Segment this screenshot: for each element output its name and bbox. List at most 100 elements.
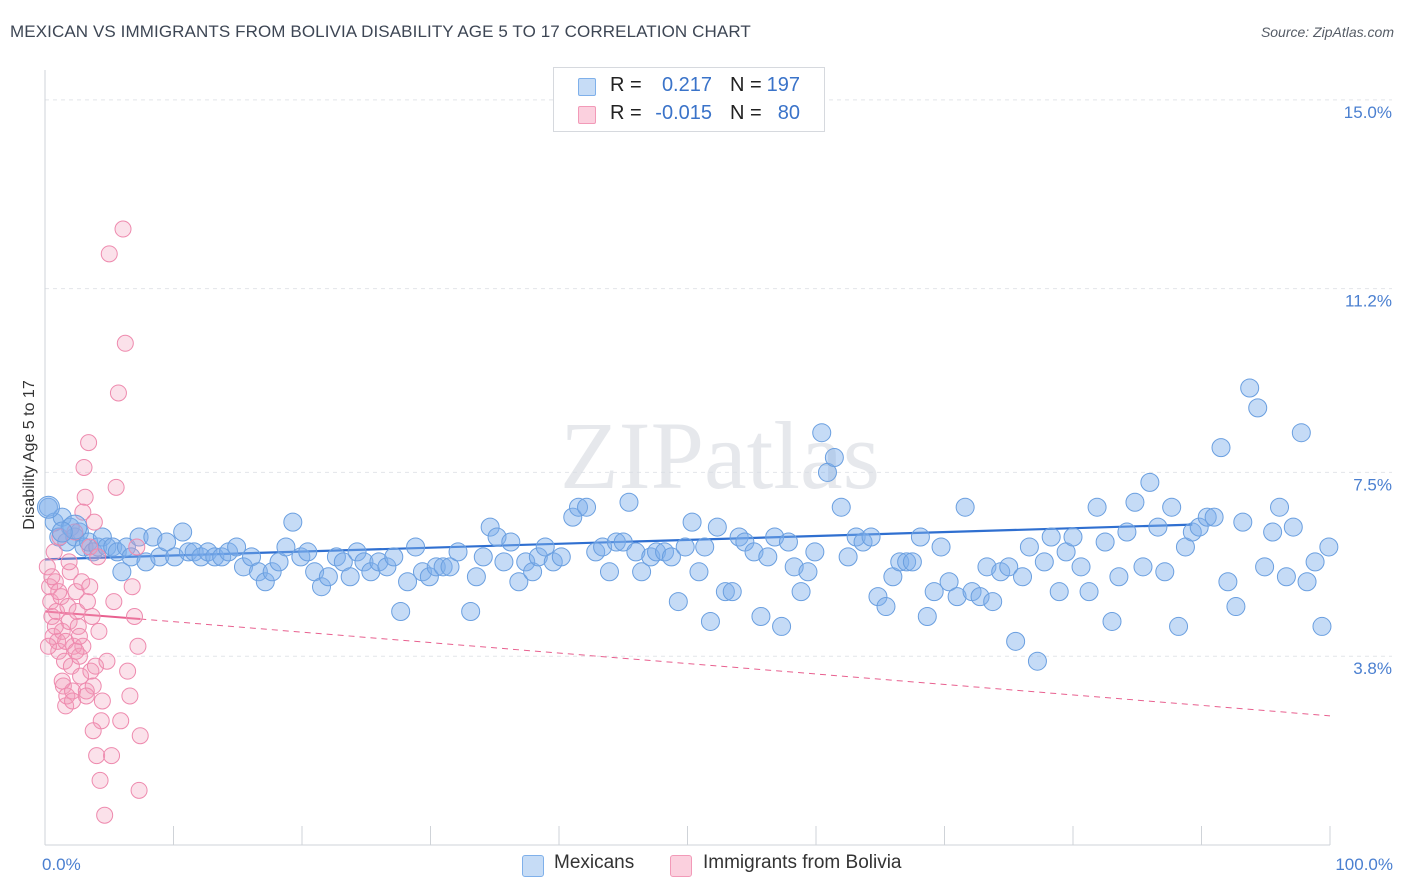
mexican-point bbox=[805, 542, 825, 562]
legend-label-bolivia: Immigrants from Bolivia bbox=[703, 852, 902, 873]
bolivia-point bbox=[75, 458, 93, 476]
mexican-point bbox=[647, 542, 667, 562]
mexican-point bbox=[1204, 507, 1224, 527]
bolivia-point bbox=[130, 781, 148, 799]
mexican-point bbox=[38, 497, 58, 517]
mexican-point bbox=[480, 517, 500, 537]
mexican-point bbox=[116, 537, 136, 557]
mexican-point bbox=[312, 577, 332, 597]
bolivia-point bbox=[131, 727, 149, 745]
mexican-point bbox=[523, 562, 543, 582]
mexican-point bbox=[173, 522, 193, 542]
mexican-point bbox=[129, 527, 149, 547]
bolivia-point bbox=[70, 627, 88, 645]
bolivia-point bbox=[73, 573, 91, 591]
bolivia-point bbox=[80, 434, 98, 452]
bolivia-point bbox=[103, 747, 121, 765]
bolivia-point bbox=[50, 583, 68, 601]
mexican-point bbox=[613, 532, 633, 552]
mexican-point bbox=[1197, 507, 1217, 527]
mexican-point bbox=[897, 552, 917, 572]
mexican-point bbox=[461, 602, 481, 622]
mexican-point bbox=[1133, 557, 1153, 577]
mexican-point bbox=[1189, 517, 1209, 537]
bolivia-point bbox=[112, 712, 130, 730]
bolivia-point bbox=[100, 245, 118, 263]
mexican-point bbox=[1297, 572, 1317, 592]
mexican-point bbox=[902, 552, 922, 572]
bolivia-point bbox=[77, 687, 95, 705]
bolivia-point bbox=[119, 662, 137, 680]
bolivia-trend-line bbox=[44, 610, 141, 620]
mexican-point bbox=[384, 547, 404, 567]
mexican-point bbox=[1226, 597, 1246, 617]
mexican-point bbox=[494, 552, 514, 572]
mexican-point bbox=[509, 572, 529, 592]
mexican-point bbox=[689, 562, 709, 582]
mexican-point bbox=[700, 611, 720, 631]
mexican-point bbox=[551, 547, 571, 567]
mexican-trend-line bbox=[44, 523, 1193, 561]
mexican-point bbox=[577, 497, 597, 517]
mexican-point bbox=[233, 557, 253, 577]
mexican-point bbox=[1211, 438, 1231, 458]
mexican-point bbox=[1148, 517, 1168, 537]
mexican-point bbox=[632, 562, 652, 582]
mexican-point bbox=[1071, 557, 1091, 577]
mexican-point bbox=[528, 547, 548, 567]
bolivia-point bbox=[93, 692, 111, 710]
bolivia-point bbox=[78, 593, 96, 611]
legend-r-label: R = bbox=[610, 102, 642, 124]
mexican-point bbox=[1049, 582, 1069, 602]
watermark: ZIPatlas bbox=[560, 402, 880, 509]
mexican-point bbox=[1019, 537, 1039, 557]
mexican-point bbox=[1233, 512, 1253, 532]
bolivia-point bbox=[38, 558, 56, 576]
mexican-point bbox=[955, 497, 975, 517]
mexican-point bbox=[1248, 398, 1268, 418]
mexican-point bbox=[1027, 651, 1047, 671]
legend-swatch-blue bbox=[522, 855, 544, 877]
bolivia-point bbox=[46, 617, 64, 635]
mexican-point bbox=[1063, 527, 1083, 547]
bolivia-point bbox=[85, 513, 103, 531]
y-tick-label: 3.8% bbox=[1353, 659, 1392, 678]
mexican-point bbox=[1117, 522, 1137, 542]
legend-swatch-pink bbox=[578, 106, 596, 124]
mexican-point bbox=[318, 567, 338, 587]
mexican-point bbox=[695, 537, 715, 557]
bolivia-point bbox=[59, 598, 77, 616]
bolivia-point bbox=[91, 771, 109, 789]
mexican-point bbox=[1291, 423, 1311, 443]
bolivia-point bbox=[43, 607, 61, 625]
trend-lines bbox=[44, 523, 1331, 717]
mexican-point bbox=[846, 527, 866, 547]
mexican-point bbox=[778, 532, 798, 552]
mexican-point bbox=[606, 532, 626, 552]
legend-row-bolivia: R = -0.015 N = 80 bbox=[554, 100, 824, 128]
bolivia-point bbox=[45, 543, 63, 561]
mexican-point bbox=[283, 512, 303, 532]
mexican-point bbox=[917, 606, 937, 626]
mexican-point bbox=[340, 567, 360, 587]
bolivia-point bbox=[96, 806, 114, 824]
mexican-point bbox=[599, 562, 619, 582]
mexican-point bbox=[121, 547, 141, 567]
mexican-point bbox=[1125, 492, 1145, 512]
bolivia-point bbox=[90, 622, 108, 640]
mexican-point bbox=[569, 497, 589, 517]
mexican-point bbox=[729, 527, 749, 547]
legend-n-value: 197 bbox=[766, 74, 800, 96]
bolivia-point bbox=[43, 568, 61, 586]
source-label: Source: ZipAtlas.com bbox=[1260, 24, 1394, 40]
y-tick-label: 11.2% bbox=[1345, 292, 1392, 311]
mexican-point bbox=[876, 597, 896, 617]
mexican-point bbox=[377, 557, 397, 577]
mexican-point bbox=[157, 532, 177, 552]
mexican-point bbox=[1312, 616, 1332, 636]
chart-title: MEXICAN VS IMMIGRANTS FROM BOLIVIA DISAB… bbox=[10, 22, 751, 41]
mexican-point bbox=[466, 567, 486, 587]
mexican-point bbox=[626, 542, 646, 562]
bolivia-point bbox=[121, 687, 139, 705]
x-tick-label: 100.0% bbox=[1335, 855, 1393, 874]
